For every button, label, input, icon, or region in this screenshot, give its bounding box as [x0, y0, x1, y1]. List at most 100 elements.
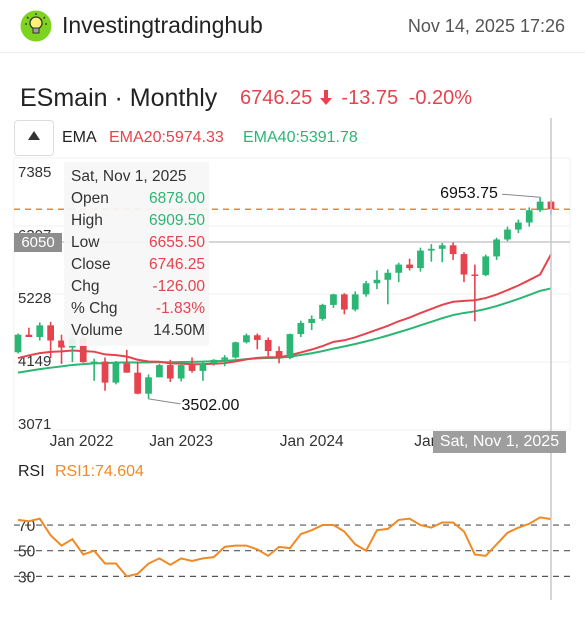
- ohlc-tooltip: Sat, Nov 1, 2025 Open 6878.00 High 6909.50 L…: [64, 162, 209, 346]
- tooltip-label: Volume: [71, 322, 123, 339]
- candle-body: [308, 318, 316, 324]
- candle-body: [514, 222, 522, 230]
- crosshair-date-label: Sat, Nov 1, 2025: [433, 431, 566, 453]
- tooltip-row: Chg -126.00: [71, 278, 205, 300]
- candle-body: [199, 363, 207, 371]
- candle-body: [330, 294, 337, 305]
- price-change-pct: -0.20%: [408, 87, 473, 109]
- symbol-title: ESmain · Monthly: [20, 84, 218, 112]
- candle-body: [188, 365, 196, 371]
- tooltip-date: Sat, Nov 1, 2025: [71, 168, 187, 185]
- candle-body: [536, 201, 544, 211]
- tooltip-row: % Chg -1.83%: [71, 300, 205, 322]
- tooltip-value: 6909.50: [148, 212, 205, 229]
- candle-body: [90, 361, 98, 364]
- candle-body: [79, 338, 87, 363]
- candle-body: [417, 250, 424, 269]
- tooltip-value: -1.83%: [155, 300, 205, 317]
- tooltip-value: 6878.00: [148, 190, 205, 207]
- candle-body: [25, 334, 33, 338]
- ema20-line: [17, 253, 552, 366]
- rsi-tick-label: 70: [18, 518, 36, 535]
- tooltip-label: Close: [71, 256, 111, 273]
- candle-body: [460, 254, 468, 275]
- header-datetime: Nov 14, 2025 17:26: [407, 16, 565, 36]
- tooltip-label: Chg: [71, 278, 100, 295]
- last-price: 6746.25: [240, 87, 313, 109]
- candle-body: [112, 363, 120, 383]
- candle-body: [210, 359, 218, 364]
- candle-body: [145, 377, 152, 394]
- rsi-tick-label: 50: [18, 544, 36, 561]
- candle-body: [482, 256, 490, 276]
- y-tick-label: 3071: [18, 416, 51, 433]
- brand-name: Investingtradinghub: [62, 12, 263, 38]
- x-tick-label: Jan 2024: [280, 433, 344, 450]
- candle-body: [232, 342, 239, 358]
- candle-body: [438, 245, 446, 249]
- candle-body: [340, 294, 348, 310]
- candle-body: [14, 334, 22, 353]
- rsi-line: [17, 516, 552, 578]
- tooltip-row: Volume 14.50M: [71, 322, 205, 344]
- candle-body: [166, 365, 174, 379]
- candle-body: [177, 365, 185, 379]
- tooltip-label: % Chg: [71, 300, 118, 317]
- ema20-value: EMA20:5974.33: [109, 129, 224, 146]
- candle-body: [221, 357, 229, 360]
- rsi-value: RSI1:74.604: [55, 463, 144, 480]
- collapse-legend-button[interactable]: [14, 120, 54, 156]
- x-tick-label: Jan 2023: [149, 433, 213, 450]
- app-header: Investingtradinghub Nov 14, 2025 17:26: [0, 0, 585, 53]
- candle-body: [286, 334, 294, 359]
- candle-body: [275, 351, 283, 359]
- price-line: 6746.25 -13.75 -0.20%: [240, 87, 472, 110]
- candle-body: [156, 365, 163, 378]
- indicator-legend: EMA EMA20:5974.33 EMA40:5391.78: [14, 120, 574, 156]
- candle-body: [525, 210, 533, 223]
- candle-body: [384, 272, 392, 280]
- tooltip-value: 14.50M: [153, 322, 205, 339]
- candle-body: [134, 372, 142, 394]
- candle-body: [395, 264, 403, 273]
- low-annotation: 3502.00: [182, 397, 240, 414]
- candle-body: [493, 239, 500, 257]
- x-tick-label: Jan 2022: [50, 433, 114, 450]
- y-tick-label: 4149: [18, 353, 51, 370]
- x-tick-label: Jan: [414, 433, 439, 450]
- candle-body: [504, 229, 511, 240]
- candle-body: [47, 325, 55, 341]
- candle-body: [101, 361, 109, 383]
- high-annotation: 6953.75: [440, 185, 498, 202]
- ema40-value: EMA40:5391.78: [243, 129, 358, 146]
- rsi-name: RSI: [18, 463, 45, 480]
- tooltip-row: High 6909.50: [71, 212, 205, 234]
- tooltip-row: Close 6746.25: [71, 256, 205, 278]
- candle-body: [373, 279, 381, 284]
- down-arrow-icon: [319, 87, 332, 110]
- tooltip-row: Open 6878.00: [71, 190, 205, 212]
- lightbulb-logo-icon: [20, 10, 52, 42]
- tooltip-value: 6746.25: [148, 256, 205, 273]
- candle-body: [36, 325, 44, 338]
- tooltip-row: Low 6655.50: [71, 234, 205, 256]
- crosshair-price-label: 6050: [14, 233, 62, 252]
- candle-body: [58, 340, 65, 348]
- candle-body: [406, 264, 413, 269]
- y-tick-label: 7385: [18, 164, 51, 181]
- tooltip-value: -126.00: [152, 278, 205, 295]
- candle-body: [362, 283, 370, 295]
- candle-body: [319, 304, 326, 319]
- candle-body: [123, 363, 131, 373]
- tooltip-label: High: [71, 212, 103, 229]
- rsi-tick-label: 30: [18, 569, 36, 586]
- candle-body: [264, 339, 272, 352]
- ema-name: EMA: [62, 129, 97, 146]
- candle-body: [471, 274, 479, 277]
- caret-up-icon: [28, 131, 40, 140]
- y-tick-label: 5228: [18, 290, 51, 307]
- tooltip-label: Open: [71, 190, 109, 207]
- candle-body: [297, 323, 305, 335]
- price-change: -13.75: [341, 87, 399, 109]
